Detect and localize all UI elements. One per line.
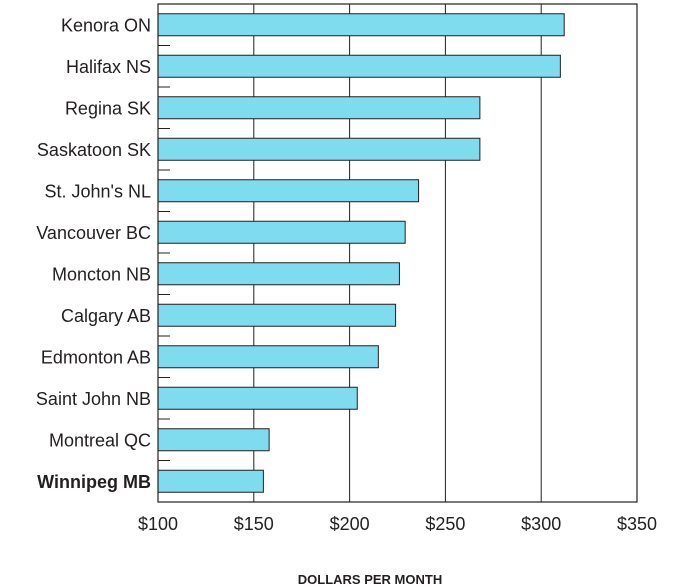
x-tick-label-300: $300 (521, 514, 561, 534)
category-label-moncton-nb: Moncton NB (52, 264, 151, 284)
bar-edmonton-ab (157, 345, 379, 369)
gridlines (158, 4, 542, 502)
plot-frame (157, 3, 638, 503)
category-label-montreal-qc: Montreal QC (49, 430, 151, 450)
category-labels: Kenora ON Halifax NS Regina SK Saskatoon SK… (36, 15, 151, 492)
bars (157, 13, 565, 493)
bar-vancouver-bc (157, 220, 406, 244)
x-axis-title: DOLLARS PER MONTH (298, 572, 442, 587)
bar-saint-john-nb (157, 386, 358, 410)
x-tick-labels: $100 $150 $200 $250 $300 $350 (138, 514, 657, 534)
category-label-halifax-ns: Halifax NS (66, 57, 151, 77)
bar-montreal-qc (157, 428, 270, 452)
x-tick-label-100: $100 (138, 514, 178, 534)
category-label-calgary-ab: Calgary AB (61, 306, 151, 326)
bar-saskatoon-sk (157, 137, 481, 161)
x-tick-label-250: $250 (425, 514, 465, 534)
bar-st-john-s-nl (157, 179, 420, 203)
bar-calgary-ab (157, 303, 397, 327)
category-label-saint-john-nb: Saint John NB (36, 389, 151, 409)
category-label-kenora-on: Kenora ON (61, 15, 151, 35)
bar-halifax-ns (157, 54, 561, 78)
bar-winnipeg-mb (157, 469, 264, 493)
x-tick-label-150: $150 (234, 514, 274, 534)
category-label-saskatoon-sk: Saskatoon SK (37, 140, 151, 160)
bar-regina-sk (157, 96, 481, 120)
category-label-edmonton-ab: Edmonton AB (41, 347, 151, 367)
category-label-regina-sk: Regina SK (65, 98, 151, 118)
category-label-vancouver-bc: Vancouver BC (36, 223, 151, 243)
bar-moncton-nb (157, 262, 400, 286)
category-label-st-john-s-nl: St. John's NL (45, 181, 152, 201)
x-tick-label-200: $200 (330, 514, 370, 534)
x-tick-label-350: $350 (617, 514, 657, 534)
category-label-winnipeg-mb: Winnipeg MB (37, 472, 151, 492)
bar-kenora-on (157, 13, 565, 37)
